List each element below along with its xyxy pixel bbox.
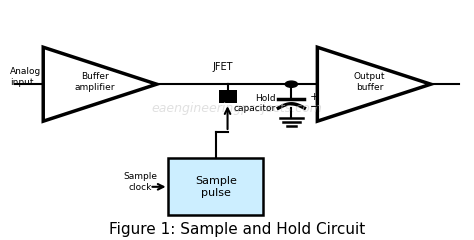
Bar — [168, 158, 263, 216]
Text: Buffer
amplifier: Buffer amplifier — [75, 72, 116, 91]
Text: Output
buffer: Output buffer — [354, 72, 385, 91]
Text: Figure 1: Sample and Hold Circuit: Figure 1: Sample and Hold Circuit — [109, 222, 365, 237]
Text: Sample
pulse: Sample pulse — [195, 176, 237, 198]
Text: Hold
capacitor: Hold capacitor — [234, 94, 276, 113]
Circle shape — [285, 81, 298, 87]
Text: −: − — [310, 102, 319, 112]
Bar — [219, 90, 237, 103]
Text: Sample
clock: Sample clock — [123, 172, 157, 192]
Text: eaengineeringprojects.com: eaengineeringprojects.com — [152, 102, 322, 114]
Text: Analog
input: Analog input — [10, 67, 41, 87]
Text: JFET: JFET — [212, 62, 233, 72]
Text: +: + — [310, 92, 319, 102]
